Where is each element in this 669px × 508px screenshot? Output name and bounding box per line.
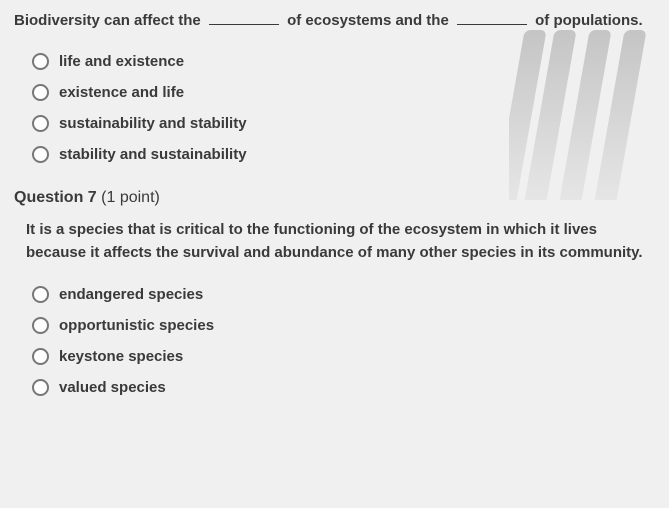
blank-1 — [209, 12, 279, 26]
q6-prompt-part-3: of populations. — [535, 12, 642, 29]
q7-option-4[interactable]: valued species — [32, 379, 655, 396]
question-7-prompt: It is a species that is critical to the … — [14, 219, 655, 264]
radio-icon — [32, 115, 49, 132]
option-label: existence and life — [59, 84, 184, 101]
radio-icon — [32, 84, 49, 101]
option-label: keystone species — [59, 348, 183, 365]
question-7-options: endangered species opportunistic species… — [14, 286, 655, 396]
q6-prompt-part-2: of ecosystems and the — [287, 12, 449, 29]
radio-icon — [32, 379, 49, 396]
option-label: endangered species — [59, 286, 203, 303]
q6-option-4[interactable]: stability and sustainability — [32, 146, 655, 163]
radio-icon — [32, 317, 49, 334]
q6-option-3[interactable]: sustainability and stability — [32, 115, 655, 132]
option-label: valued species — [59, 379, 166, 396]
option-label: stability and sustainability — [59, 146, 247, 163]
option-label: life and existence — [59, 53, 184, 70]
q6-option-1[interactable]: life and existence — [32, 53, 655, 70]
q7-option-3[interactable]: keystone species — [32, 348, 655, 365]
question-6-options: life and existence existence and life su… — [14, 53, 655, 163]
q6-option-2[interactable]: existence and life — [32, 84, 655, 101]
radio-icon — [32, 286, 49, 303]
question-7-header: Question 7 (1 point) — [14, 189, 655, 207]
radio-icon — [32, 146, 49, 163]
question-points: (1 point) — [101, 189, 160, 206]
radio-icon — [32, 348, 49, 365]
blank-2 — [457, 12, 527, 26]
q7-option-2[interactable]: opportunistic species — [32, 317, 655, 334]
option-label: sustainability and stability — [59, 115, 247, 132]
question-number: Question 7 — [14, 189, 97, 206]
q6-prompt-part-1: Biodiversity can affect the — [14, 12, 201, 29]
q7-option-1[interactable]: endangered species — [32, 286, 655, 303]
question-6-prompt: Biodiversity can affect the of ecosystem… — [14, 10, 655, 31]
radio-icon — [32, 53, 49, 70]
option-label: opportunistic species — [59, 317, 214, 334]
